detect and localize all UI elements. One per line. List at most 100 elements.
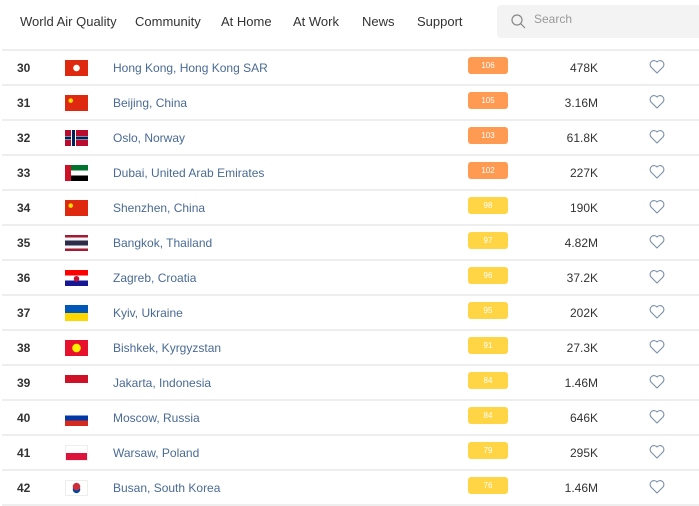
city-link[interactable]: Busan, South Korea	[113, 481, 221, 495]
city-link[interactable]: Shenzhen, China	[113, 201, 206, 215]
aqi-badge: 76	[468, 477, 508, 494]
population: 27.3K	[566, 341, 598, 355]
flag-thailand-icon	[65, 235, 88, 251]
city-link[interactable]: Beijing, China	[113, 96, 188, 110]
flag-china-icon	[65, 200, 88, 216]
rank: 32	[17, 131, 31, 145]
table-row: 39 Jakarta, Indonesia 84 1.46M	[2, 366, 699, 401]
table-row: 32 Oslo, Norway 103 61.8K	[2, 121, 699, 156]
rank: 39	[17, 376, 31, 390]
heart-icon[interactable]	[649, 199, 665, 214]
aqi-badge: 97	[468, 232, 508, 249]
city-link[interactable]: Moscow, Russia	[113, 411, 200, 425]
rank: 41	[17, 446, 31, 460]
search-box	[497, 5, 699, 38]
top-nav: World Air Quality Community At Home At W…	[0, 0, 699, 44]
search-input[interactable]	[534, 12, 684, 26]
population: 295K	[569, 446, 598, 460]
heart-icon[interactable]	[649, 269, 665, 284]
nav-at-work[interactable]: At Work	[293, 14, 339, 29]
city-link[interactable]: Bishkek, Kyrgyzstan	[113, 341, 222, 355]
heart-icon[interactable]	[649, 129, 665, 144]
nav-world-air-quality[interactable]: World Air Quality	[20, 14, 117, 29]
population: 3.16M	[564, 96, 598, 110]
population: 190K	[569, 201, 598, 215]
city-link[interactable]: Oslo, Norway	[113, 131, 186, 145]
flag-russia-icon	[65, 410, 88, 426]
aqi-badge: 91	[468, 337, 508, 354]
flag-indonesia-icon	[65, 375, 88, 391]
aqi-badge: 79	[468, 442, 508, 459]
population: 61.8K	[566, 131, 598, 145]
rank: 30	[17, 61, 31, 75]
aqi-badge: 96	[468, 267, 508, 284]
flag-south-korea-icon	[65, 480, 88, 496]
aqi-badge: 84	[468, 372, 508, 389]
population: 227K	[569, 166, 598, 180]
city-link[interactable]: Kyiv, Ukraine	[113, 306, 183, 320]
heart-icon[interactable]	[649, 59, 665, 74]
population: 202K	[569, 306, 598, 320]
city-link[interactable]: Warsaw, Poland	[113, 446, 200, 460]
search-icon	[511, 14, 526, 29]
nav-news[interactable]: News	[362, 14, 395, 29]
flag-poland-icon	[65, 445, 88, 461]
nav-community[interactable]: Community	[135, 14, 201, 29]
population: 1.46M	[564, 481, 598, 495]
flag-norway-icon	[65, 130, 88, 146]
aqi-badge: 106	[468, 57, 508, 74]
city-link[interactable]: Bangkok, Thailand	[113, 236, 213, 250]
city-link[interactable]: Zagreb, Croatia	[113, 271, 197, 285]
flag-ukraine-icon	[65, 305, 88, 321]
heart-icon[interactable]	[649, 409, 665, 424]
heart-icon[interactable]	[649, 304, 665, 319]
population: 37.2K	[566, 271, 598, 285]
table-row: 31 Beijing, China 105 3.16M	[2, 86, 699, 121]
rank: 42	[17, 481, 31, 495]
population: 478K	[569, 61, 598, 75]
aqi-badge: 98	[468, 197, 508, 214]
table-row: 34 Shenzhen, China 98 190K	[2, 191, 699, 226]
flag-hong-kong-icon	[65, 60, 88, 76]
aqi-badge: 84	[468, 407, 508, 424]
nav-support[interactable]: Support	[417, 14, 463, 29]
heart-icon[interactable]	[649, 374, 665, 389]
table-row: 38 Bishkek, Kyrgyzstan 91 27.3K	[2, 331, 699, 366]
aqi-badge: 102	[468, 162, 508, 179]
table-row: 35 Bangkok, Thailand 97 4.82M	[2, 226, 699, 261]
table-row: 41 Warsaw, Poland 79 295K	[2, 436, 699, 471]
heart-icon[interactable]	[649, 339, 665, 354]
population: 646K	[569, 411, 598, 425]
aqi-badge: 105	[468, 92, 508, 109]
city-link[interactable]: Jakarta, Indonesia	[113, 376, 212, 390]
rank: 36	[17, 271, 31, 285]
rank: 31	[17, 96, 31, 110]
nav-at-home[interactable]: At Home	[221, 14, 272, 29]
flag-uae-icon	[65, 165, 88, 181]
table-row: 42 Busan, South Korea 76 1.46M	[2, 471, 699, 506]
table-row: 30 Hong Kong, Hong Kong SAR 106 478K	[2, 51, 699, 86]
flag-kyrgyzstan-icon	[65, 340, 88, 356]
flag-china-icon	[65, 95, 88, 111]
table-row: 40 Moscow, Russia 84 646K	[2, 401, 699, 436]
heart-icon[interactable]	[649, 164, 665, 179]
heart-icon[interactable]	[649, 479, 665, 494]
city-link[interactable]: Hong Kong, Hong Kong SAR	[113, 61, 268, 75]
rank: 33	[17, 166, 31, 180]
rank: 38	[17, 341, 31, 355]
rank: 34	[17, 201, 31, 215]
heart-icon[interactable]	[649, 444, 665, 459]
table-row: 33 Dubai, United Arab Emirates 102 227K	[2, 156, 699, 191]
city-ranking-table: 30 Hong Kong, Hong Kong SAR 106 478K 31 …	[2, 49, 699, 506]
aqi-badge: 95	[468, 302, 508, 319]
heart-icon[interactable]	[649, 94, 665, 109]
rank: 37	[17, 306, 31, 320]
city-link[interactable]: Dubai, United Arab Emirates	[113, 166, 265, 180]
table-row: 37 Kyiv, Ukraine 95 202K	[2, 296, 699, 331]
rank: 40	[17, 411, 31, 425]
population: 1.46M	[564, 376, 598, 390]
heart-icon[interactable]	[649, 234, 665, 249]
population: 4.82M	[564, 236, 598, 250]
rank: 35	[17, 236, 31, 250]
table-row: 36 Zagreb, Croatia 96 37.2K	[2, 261, 699, 296]
